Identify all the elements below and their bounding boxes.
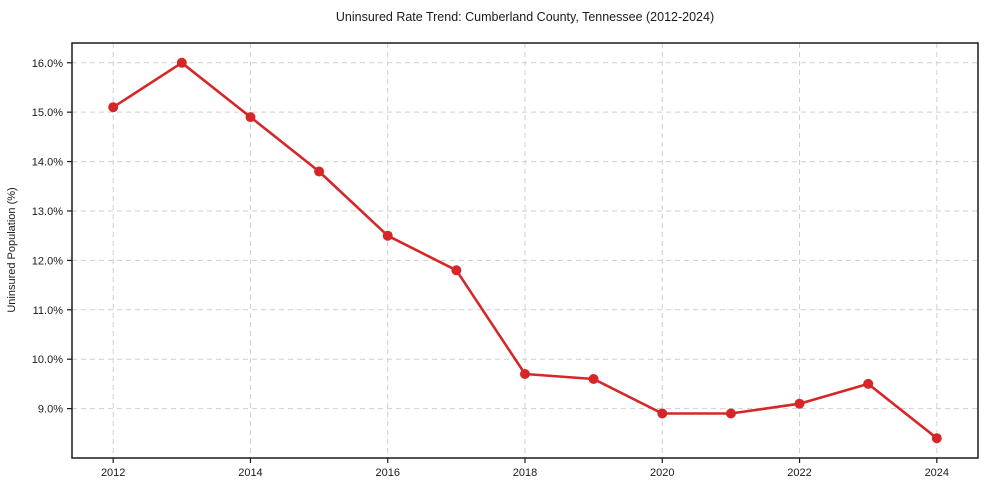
- x-tick-label: 2018: [513, 467, 537, 479]
- data-point: [382, 230, 393, 241]
- data-point: [451, 265, 462, 276]
- x-tick-label: 2024: [925, 467, 949, 479]
- x-tick-label: 2016: [375, 467, 399, 479]
- y-tick-label: 15.0%: [32, 107, 63, 119]
- data-point: [520, 369, 530, 379]
- x-tick-label: 2014: [238, 467, 262, 479]
- y-tick-label: 14.0%: [32, 157, 63, 169]
- x-tick-label: 2020: [650, 467, 674, 479]
- y-tick-label: 16.0%: [32, 58, 63, 70]
- y-tick-label: 11.0%: [33, 305, 64, 317]
- chart-title: Uninsured Rate Trend: Cumberland County,…: [336, 10, 714, 24]
- data-point: [108, 102, 119, 113]
- x-tick-label: 2012: [101, 467, 125, 479]
- data-point: [863, 378, 874, 389]
- y-tick-label: 12.0%: [32, 255, 63, 267]
- y-tick-label: 9.0%: [38, 404, 63, 416]
- data-point: [245, 112, 256, 123]
- y-tick-label: 10.0%: [32, 354, 63, 366]
- plot-area: 2012 2014 2016 2018 2020 2022 2024 9.0% 10.0% 11.…: [32, 42, 979, 479]
- y-tick-label: 13.0%: [32, 206, 63, 218]
- data-point: [176, 57, 187, 68]
- data-point: [588, 374, 599, 384]
- y-axis-label: Uninsured Population (%): [6, 187, 18, 312]
- x-tick-label: 2022: [787, 467, 811, 479]
- data-point: [931, 433, 942, 444]
- data-point: [794, 398, 805, 409]
- data-point: [725, 408, 736, 419]
- data-point: [314, 166, 325, 177]
- data-point: [657, 408, 668, 419]
